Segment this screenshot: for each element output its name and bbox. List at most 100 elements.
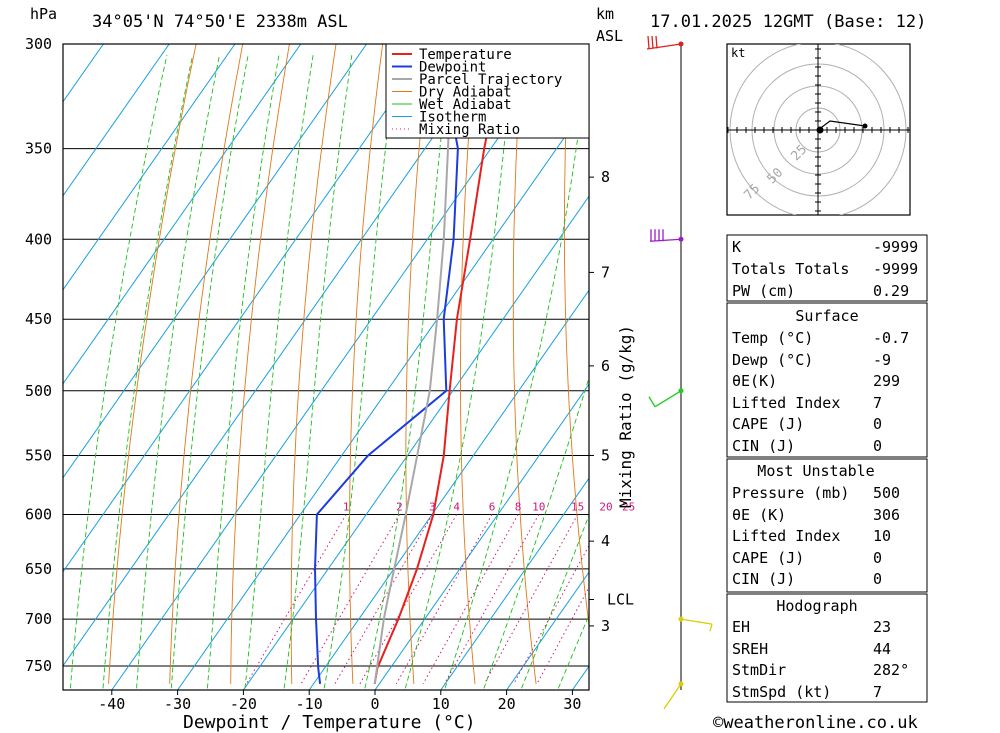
mu-row-4-value: 0: [873, 570, 882, 588]
hodo-row-2-value: 282°: [873, 661, 909, 679]
surface-row-1-value: -9: [873, 351, 891, 369]
mixing-ratio-label-10: 10: [532, 501, 545, 514]
height-label-3: 3: [601, 617, 610, 635]
copyright: ©weatheronline.co.uk: [713, 713, 918, 733]
mixing-ratio-label-3: 3: [429, 501, 436, 514]
mu-row-2-label: Lifted Index: [732, 527, 840, 545]
temp-label-10: 10: [432, 695, 450, 713]
surface-row-2-label: θE(K): [732, 372, 777, 390]
hpa-label: hPa: [30, 5, 57, 23]
index-k-value: -9999: [873, 238, 918, 256]
series-parcel-trajectory: [373, 44, 454, 685]
hodo-storm-motion: [816, 126, 824, 134]
height-label-8: 8: [601, 168, 610, 186]
pressure-label-750: 750: [25, 657, 52, 675]
pressure-label-600: 600: [25, 506, 52, 524]
wet-adiabat--25: [102, 55, 194, 689]
isotherm--50: [63, 44, 499, 667]
height-label-4: 4: [601, 532, 610, 550]
wet-adiabat--20: [136, 55, 220, 689]
mixing-ratio-label-4: 4: [453, 501, 460, 514]
wet-adiabat-25: [483, 376, 589, 689]
legend: Temperature Dewpoint Parcel Trajectory D…: [385, 43, 590, 139]
pressure-label-300: 300: [25, 35, 52, 53]
pressure-label-450: 450: [25, 310, 52, 328]
legend-label-wet-adiabat: Wet Adiabat: [419, 97, 512, 113]
hodo-row-3-label: StmSpd (kt): [732, 683, 831, 701]
isotherm-20: [506, 571, 589, 690]
height-label-LCL: LCL: [607, 590, 634, 608]
temp-label-0: 0: [370, 695, 379, 713]
wet-adiabat--5: [244, 55, 314, 689]
dry-adiabat-300: [405, 44, 430, 684]
height-axis: 8 7 6 5 4 LCL 3: [589, 168, 634, 635]
isotherm--80: [63, 44, 302, 385]
mu-row-3-label: CAPE (J): [732, 549, 804, 567]
mu-row-3-value: 0: [873, 549, 882, 567]
surface-row-1-label: Dewp (°C): [732, 351, 813, 369]
surface-title: Surface: [795, 307, 858, 325]
dry-adiabat-270: [230, 44, 290, 684]
pressure-label-350: 350: [25, 140, 52, 158]
mu-row-0-label: Pressure (mb): [732, 484, 849, 502]
mu-row-4-label: CIN (J): [732, 570, 795, 588]
pressure-label-500: 500: [25, 382, 52, 400]
mixing-ratio-2: [300, 514, 400, 685]
hodograph-unit: kt: [731, 46, 745, 60]
background-lines: [63, 44, 1000, 690]
isotherm--20: [242, 195, 589, 690]
surface-row-2-value: 299: [873, 372, 900, 390]
wet-adiabat--30: [69, 55, 168, 689]
dry-adiabat-320: [512, 44, 537, 684]
dry-adiabat-330: [563, 44, 589, 629]
surface-row-5-value: 0: [873, 437, 882, 455]
hodo-row-3-value: 7: [873, 683, 882, 701]
hodo-row-1-label: SREH: [732, 640, 768, 658]
mixing-ratio-6: [395, 514, 493, 685]
isotherm--30: [177, 101, 589, 690]
hodo-row-0-label: EH: [732, 618, 750, 636]
temp-label--20: -20: [230, 695, 257, 713]
wind-profile: [646, 35, 713, 710]
hodo-trace: [817, 120, 866, 131]
legend-label-temperature: Temperature: [419, 47, 512, 63]
hodo-top-point: [862, 123, 868, 129]
mu-row-0-value: 500: [873, 484, 900, 502]
isotherm--10: [308, 289, 589, 690]
dry-adiabat-410: [943, 44, 1000, 684]
wind-barb-2: [648, 390, 682, 408]
mixing-ratio-label-25: 25: [622, 501, 635, 514]
isotherm-10: [440, 477, 589, 690]
legend-label-parcel: Parcel Trajectory: [419, 72, 562, 88]
pressure-label-700: 700: [25, 610, 52, 628]
dry-adiabat-350: [662, 44, 719, 684]
asl-label: ASL: [596, 27, 623, 45]
indices-panel: K -9999 Totals Totals -9999 PW (cm) 0.29…: [726, 234, 928, 703]
isotherm-0: [374, 383, 589, 690]
height-label-7: 7: [601, 263, 610, 281]
temperature-axis: -40 -30 -20 -10 0 10 20 30: [98, 690, 581, 713]
hodo-row-2-label: StmDir: [732, 661, 786, 679]
legend-label-mixing-ratio: Mixing Ratio: [419, 122, 520, 138]
datetime-title: 17.01.2025 12GMT (Base: 12): [650, 12, 926, 32]
mixing-ratio-10: [443, 514, 540, 685]
most-unstable-title: Most Unstable: [757, 462, 874, 480]
hodograph-table-box: [726, 593, 928, 703]
isotherm--70: [63, 44, 368, 479]
wet-adiabat--15: [170, 55, 249, 689]
mixing-ratio-1: [245, 514, 347, 685]
series-temperature: [373, 44, 506, 685]
wet-adiabat-5: [323, 55, 398, 689]
series-dewpoint: [313, 44, 459, 685]
mu-row-2-value: 10: [873, 527, 891, 545]
index-tt-value: -9999: [873, 260, 918, 278]
temp-label-20: 20: [498, 695, 516, 713]
mu-row-1-value: 306: [873, 506, 900, 524]
mixing-ratio-label-2: 2: [396, 501, 403, 514]
surface-row-3-value: 7: [873, 394, 882, 412]
mixing-ratio-label-20: 20: [599, 501, 612, 514]
index-pw-value: 0.29: [873, 282, 909, 300]
plot-frame: [62, 43, 590, 691]
mixing-ratio-15: [483, 514, 579, 685]
